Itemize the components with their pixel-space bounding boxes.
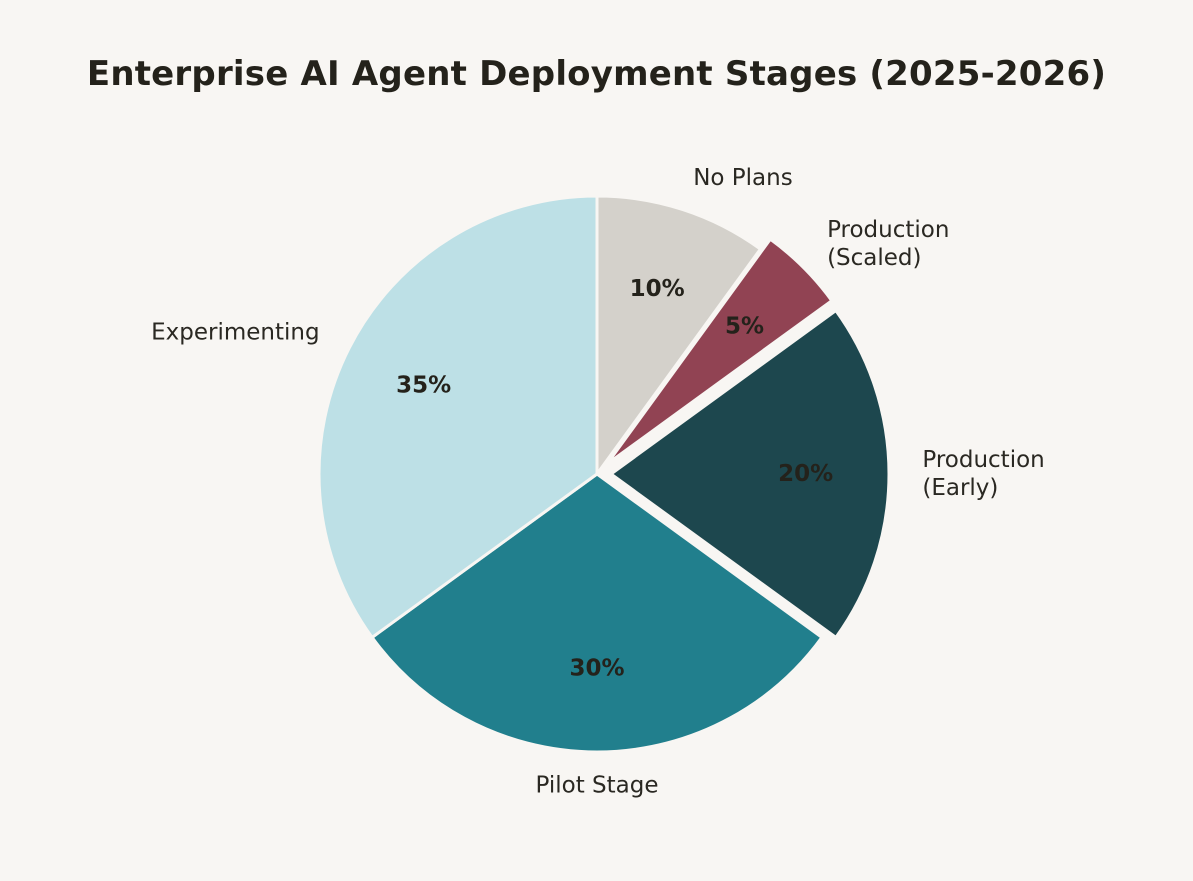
category-label-line: Experimenting [151,320,319,346]
category-label-no-plans: No Plans [693,165,793,191]
percentage-labels: 10% 5% 20% 30% 35% [396,276,833,682]
category-label-line: No Plans [693,165,793,191]
pct-label-pilot-stage: 30% [569,656,624,682]
category-label-pilot-stage: Pilot Stage [535,772,658,798]
pct-label-experimenting: 35% [396,373,451,399]
category-label-production-early: Production (Early) [922,447,1044,501]
pie-slice-production-scaled [605,237,834,466]
pct-label-production-scaled: 5% [725,313,764,339]
category-label-production-scaled: Production (Scaled) [827,217,949,271]
pie-slice-no-plans [595,194,762,476]
category-label-experimenting: Experimenting [151,320,319,346]
chart-title: Enterprise AI Agent Deployment Stages (2… [86,54,1107,94]
pct-label-production-early: 20% [778,461,833,487]
pie-slice-experimenting [317,194,599,639]
category-label-line: (Scaled) [827,245,921,271]
pie-slices [317,194,891,754]
pct-label-no-plans: 10% [630,276,685,302]
category-label-line: Pilot Stage [535,772,658,798]
category-label-line: Production [827,217,949,243]
category-label-line: (Early) [922,475,998,501]
pie-slice-production-early [609,309,891,639]
category-label-line: Production [922,447,1044,473]
pie-slice-pilot-stage [370,472,824,754]
